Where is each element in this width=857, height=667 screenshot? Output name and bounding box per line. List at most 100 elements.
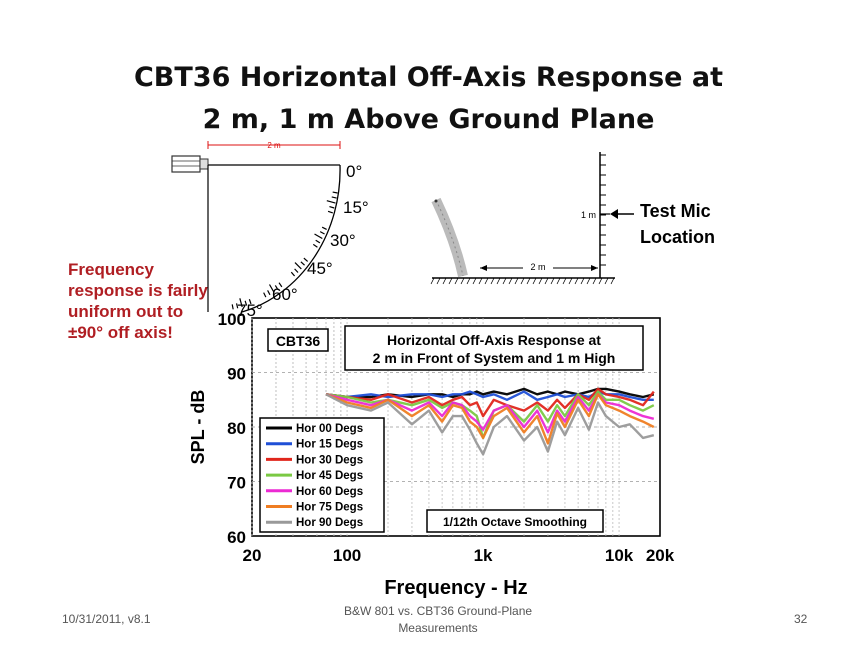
ground-hatch-mark bbox=[574, 277, 579, 285]
x-tick-label: 20k bbox=[646, 546, 675, 565]
cbt36-array-icon bbox=[431, 197, 468, 278]
arc-tick bbox=[235, 303, 239, 309]
smoothing-label: 1/12th Octave Smoothing bbox=[443, 515, 587, 529]
arc-tick bbox=[312, 243, 318, 248]
arc-tick bbox=[278, 282, 283, 288]
response-chart: 60 70 80 90 100 20 100 1k 10k 20k CBT36 Horizont… bbox=[188, 310, 675, 599]
y-tick-label: 90 bbox=[227, 365, 246, 384]
arc-tick bbox=[331, 196, 337, 199]
y-tick-label: 80 bbox=[227, 419, 246, 438]
arc-tick bbox=[314, 233, 323, 240]
chart-title-line2: 2 m in Front of System and 1 m High bbox=[373, 350, 616, 366]
side-view-diagram: 1 m Test Mic Location 2 m bbox=[430, 152, 715, 285]
product-label-box bbox=[267, 328, 329, 352]
arc-tick bbox=[327, 210, 333, 214]
legend-label: Hor 60 Degs bbox=[296, 486, 363, 498]
ground-hatch-mark bbox=[532, 277, 537, 285]
ground-hatch-mark bbox=[466, 277, 471, 285]
ground-hatch-mark bbox=[520, 277, 525, 285]
x-axis-label: Frequency - Hz bbox=[384, 577, 527, 599]
series-line-0 bbox=[325, 387, 655, 399]
ground-hatch-mark bbox=[496, 277, 501, 285]
x-tick-label: 1k bbox=[474, 546, 493, 565]
angle-label-0: 0° bbox=[346, 162, 362, 181]
arc-tick bbox=[231, 304, 234, 310]
polar-diagram: 2 m 0° 15° 30° 45° 60° 75° bbox=[171, 141, 369, 320]
ground-hatch-mark bbox=[550, 277, 555, 285]
smoothing-box bbox=[426, 509, 604, 533]
ground-hatch-mark bbox=[580, 277, 585, 285]
y-tick-label: 100 bbox=[218, 310, 246, 329]
arc-tick bbox=[268, 284, 275, 293]
frequency-note: Frequency response is fairly uniform out… bbox=[68, 260, 208, 342]
ground-hatch-mark bbox=[604, 277, 609, 285]
mic-label-line1: Test Mic bbox=[640, 201, 711, 221]
arc-tick bbox=[263, 292, 267, 298]
ground-hatch-mark bbox=[454, 277, 459, 285]
arc-tick bbox=[244, 300, 248, 306]
arc-tick bbox=[300, 261, 305, 266]
ground-hatch-mark bbox=[472, 277, 477, 285]
ground-hatch-mark bbox=[586, 277, 591, 285]
polar-distance-label: 2 m bbox=[267, 141, 281, 150]
arc-tick bbox=[294, 268, 299, 273]
arc-tick bbox=[290, 271, 296, 277]
arc-tick bbox=[315, 239, 321, 244]
ground-hatch-mark bbox=[592, 277, 597, 285]
ground-hatch-mark bbox=[436, 277, 441, 285]
arc-tick bbox=[239, 298, 243, 308]
x-tick-label: 100 bbox=[333, 546, 361, 565]
slide-title-line1: CBT36 Horizontal Off-Axis Response at bbox=[133, 62, 724, 93]
y-tick-label: 70 bbox=[227, 474, 246, 493]
ground-hatch-mark bbox=[556, 277, 561, 285]
ground-hatch-mark bbox=[502, 277, 507, 285]
arc-tick bbox=[274, 285, 279, 290]
ground-hatch-mark bbox=[562, 277, 567, 285]
y-tick-label: 60 bbox=[227, 528, 246, 547]
height-label: 1 m bbox=[581, 210, 596, 220]
arc-tick bbox=[332, 191, 338, 194]
ground-hatch-mark bbox=[442, 277, 447, 285]
angle-label-75: 75° bbox=[237, 301, 263, 320]
product-label: CBT36 bbox=[276, 333, 321, 349]
ground-hatch-mark bbox=[610, 277, 615, 285]
chart-title-line1: Horizontal Off-Axis Response at bbox=[387, 332, 601, 348]
speaker-icon bbox=[171, 155, 201, 173]
ground-hatch-mark bbox=[526, 277, 531, 285]
ground-hatch-mark bbox=[430, 277, 435, 285]
legend-label: Hor 45 Degs bbox=[296, 470, 363, 482]
series-line-5 bbox=[325, 393, 655, 445]
legend-label: Hor 15 Degs bbox=[296, 439, 363, 451]
angle-label-60: 60° bbox=[272, 285, 298, 304]
footer-date: 10/31/2011, v8.1 bbox=[62, 612, 151, 626]
arc-tick bbox=[248, 299, 252, 305]
arc-tick bbox=[329, 205, 335, 209]
ground-hatch-mark bbox=[448, 277, 453, 285]
arc-tick bbox=[294, 262, 302, 270]
ground-hatch-mark bbox=[508, 277, 513, 285]
arc-tick bbox=[303, 257, 309, 262]
mic-label-line2: Location bbox=[640, 227, 715, 247]
angle-label-30: 30° bbox=[330, 231, 356, 250]
polar-arc bbox=[241, 164, 341, 313]
arc-tick bbox=[326, 200, 336, 204]
x-tick-label: 20 bbox=[243, 546, 262, 565]
ground-hatch-mark bbox=[544, 277, 549, 285]
ground-hatch-mark bbox=[568, 277, 573, 285]
series-line-6 bbox=[325, 393, 655, 456]
angle-label-45: 45° bbox=[307, 259, 333, 278]
ground-hatch-mark bbox=[538, 277, 543, 285]
x-tick-label: 10k bbox=[605, 546, 634, 565]
footer-center: B&W 801 vs. CBT36 Ground-Plane Measureme… bbox=[328, 603, 548, 637]
side-distance-label: 2 m bbox=[530, 262, 545, 272]
ground-hatch-mark bbox=[478, 277, 483, 285]
ground-hatch-mark bbox=[598, 277, 603, 285]
y-axis-label: SPL - dB bbox=[188, 390, 208, 465]
ground-hatch-mark bbox=[490, 277, 495, 285]
page-number: 32 bbox=[794, 612, 808, 626]
ground-hatch-mark bbox=[460, 277, 465, 285]
ground-hatch-mark bbox=[484, 277, 489, 285]
slide-title-line2: 2 m, 1 m Above Ground Plane bbox=[202, 104, 655, 135]
footer-center-line1: B&W 801 vs. CBT36 Ground-Plane bbox=[343, 604, 533, 618]
